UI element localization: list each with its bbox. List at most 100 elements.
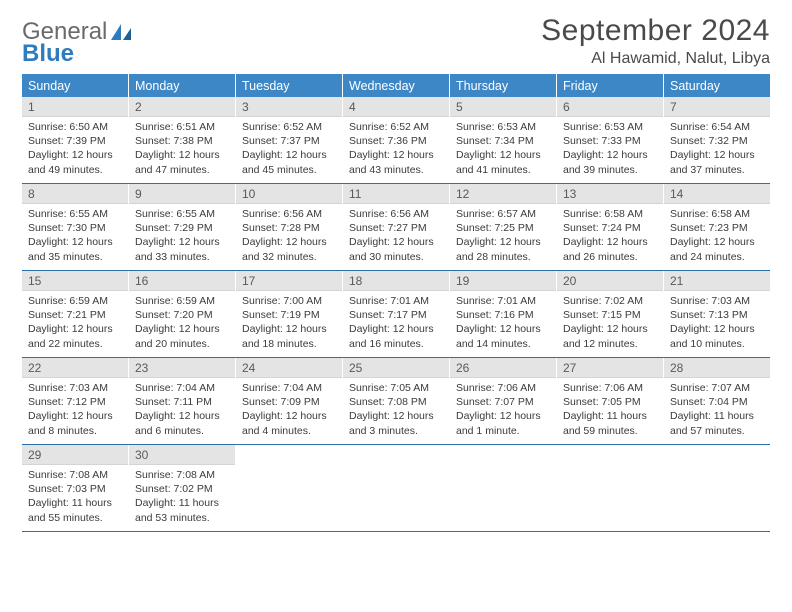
daylight-line: Daylight: 12 hours and 43 minutes. [349,148,443,176]
day-number: 23 [129,358,235,378]
logo-sail-icon [111,22,133,42]
sunset-line: Sunset: 7:30 PM [28,221,122,235]
sunset-line: Sunset: 7:27 PM [349,221,443,235]
brand-line2: Blue [22,42,107,66]
daylight-line: Daylight: 12 hours and 39 minutes. [563,148,657,176]
day-number: 1 [22,97,128,117]
sunrise-line: Sunrise: 6:52 AM [349,120,443,134]
weekday-header: Friday [557,74,664,97]
calendar-body: 1Sunrise: 6:50 AMSunset: 7:39 PMDaylight… [22,97,770,532]
day-details: Sunrise: 7:08 AMSunset: 7:02 PMDaylight:… [129,465,235,529]
day-details: Sunrise: 6:54 AMSunset: 7:32 PMDaylight:… [664,117,770,181]
calendar-day-cell: 1Sunrise: 6:50 AMSunset: 7:39 PMDaylight… [22,97,129,183]
sunset-line: Sunset: 7:29 PM [135,221,229,235]
calendar-day-cell: 4Sunrise: 6:52 AMSunset: 7:36 PMDaylight… [343,97,450,183]
daylight-line: Daylight: 12 hours and 4 minutes. [242,409,336,437]
sunset-line: Sunset: 7:09 PM [242,395,336,409]
sunrise-line: Sunrise: 6:53 AM [563,120,657,134]
daylight-line: Daylight: 12 hours and 6 minutes. [135,409,229,437]
calendar-day-cell: 29Sunrise: 7:08 AMSunset: 7:03 PMDayligh… [22,445,129,531]
day-details: Sunrise: 7:03 AMSunset: 7:12 PMDaylight:… [22,378,128,442]
calendar-day-cell: 21Sunrise: 7:03 AMSunset: 7:13 PMDayligh… [664,271,770,357]
weekday-header: Thursday [450,74,557,97]
day-details: Sunrise: 6:52 AMSunset: 7:36 PMDaylight:… [343,117,449,181]
daylight-line: Daylight: 12 hours and 14 minutes. [456,322,550,350]
day-number: 2 [129,97,235,117]
calendar-day-cell: 8Sunrise: 6:55 AMSunset: 7:30 PMDaylight… [22,184,129,270]
day-number: 24 [236,358,342,378]
daylight-line: Daylight: 11 hours and 53 minutes. [135,496,229,524]
sunrise-line: Sunrise: 6:55 AM [135,207,229,221]
daylight-line: Daylight: 11 hours and 55 minutes. [28,496,122,524]
day-number: 28 [664,358,770,378]
daylight-line: Daylight: 12 hours and 37 minutes. [670,148,764,176]
calendar-day-cell: 14Sunrise: 6:58 AMSunset: 7:23 PMDayligh… [664,184,770,270]
day-details: Sunrise: 6:56 AMSunset: 7:28 PMDaylight:… [236,204,342,268]
calendar-day-cell: 19Sunrise: 7:01 AMSunset: 7:16 PMDayligh… [450,271,557,357]
sunrise-line: Sunrise: 7:05 AM [349,381,443,395]
daylight-line: Daylight: 11 hours and 57 minutes. [670,409,764,437]
day-number: 8 [22,184,128,204]
day-details: Sunrise: 7:01 AMSunset: 7:17 PMDaylight:… [343,291,449,355]
calendar-day-cell: 24Sunrise: 7:04 AMSunset: 7:09 PMDayligh… [236,358,343,444]
sunrise-line: Sunrise: 7:04 AM [242,381,336,395]
sunrise-line: Sunrise: 6:53 AM [456,120,550,134]
calendar-day-cell: 28Sunrise: 7:07 AMSunset: 7:04 PMDayligh… [664,358,770,444]
calendar-day-cell: 16Sunrise: 6:59 AMSunset: 7:20 PMDayligh… [129,271,236,357]
day-details: Sunrise: 7:03 AMSunset: 7:13 PMDaylight:… [664,291,770,355]
day-number: 3 [236,97,342,117]
calendar-day-cell: 23Sunrise: 7:04 AMSunset: 7:11 PMDayligh… [129,358,236,444]
sunrise-line: Sunrise: 6:50 AM [28,120,122,134]
sunrise-line: Sunrise: 6:57 AM [456,207,550,221]
day-details: Sunrise: 7:04 AMSunset: 7:09 PMDaylight:… [236,378,342,442]
sunrise-line: Sunrise: 6:56 AM [242,207,336,221]
sunrise-line: Sunrise: 7:00 AM [242,294,336,308]
daylight-line: Daylight: 12 hours and 49 minutes. [28,148,122,176]
sunset-line: Sunset: 7:25 PM [456,221,550,235]
daylight-line: Daylight: 12 hours and 20 minutes. [135,322,229,350]
calendar-day-cell: 18Sunrise: 7:01 AMSunset: 7:17 PMDayligh… [343,271,450,357]
calendar-day-cell: 30Sunrise: 7:08 AMSunset: 7:02 PMDayligh… [129,445,236,531]
sunrise-line: Sunrise: 7:08 AM [28,468,122,482]
day-number: 15 [22,271,128,291]
day-number: 14 [664,184,770,204]
day-number: 10 [236,184,342,204]
day-number: 27 [557,358,663,378]
day-number: 22 [22,358,128,378]
calendar-week-row: 1Sunrise: 6:50 AMSunset: 7:39 PMDaylight… [22,97,770,184]
daylight-line: Daylight: 12 hours and 18 minutes. [242,322,336,350]
sunrise-line: Sunrise: 6:58 AM [670,207,764,221]
daylight-line: Daylight: 12 hours and 28 minutes. [456,235,550,263]
calendar-header-row: SundayMondayTuesdayWednesdayThursdayFrid… [22,74,770,97]
calendar-day-cell: 3Sunrise: 6:52 AMSunset: 7:37 PMDaylight… [236,97,343,183]
calendar-day-cell: 12Sunrise: 6:57 AMSunset: 7:25 PMDayligh… [450,184,557,270]
weekday-header: Wednesday [343,74,450,97]
daylight-line: Daylight: 12 hours and 1 minute. [456,409,550,437]
weekday-header: Saturday [664,74,770,97]
sunrise-line: Sunrise: 7:01 AM [349,294,443,308]
daylight-line: Daylight: 12 hours and 24 minutes. [670,235,764,263]
sunset-line: Sunset: 7:21 PM [28,308,122,322]
sunset-line: Sunset: 7:38 PM [135,134,229,148]
daylight-line: Daylight: 12 hours and 47 minutes. [135,148,229,176]
day-details: Sunrise: 6:55 AMSunset: 7:29 PMDaylight:… [129,204,235,268]
day-details: Sunrise: 7:00 AMSunset: 7:19 PMDaylight:… [236,291,342,355]
sunset-line: Sunset: 7:03 PM [28,482,122,496]
calendar-week-row: 8 Sunrise: 6:55 AM Sunset: 7:30 PM Daylight… [22,184,770,271]
calendar-day-cell: 2Sunrise: 6:51 AMSunset: 7:38 PMDaylight… [129,97,236,183]
day-number: 19 [450,271,556,291]
day-number: 25 [343,358,449,378]
sunrise-line: Sunrise: 7:02 AM [563,294,657,308]
sunset-line: Sunset: 7:34 PM [456,134,550,148]
weekday-header: Monday [129,74,236,97]
day-details: Sunrise: 6:59 AMSunset: 7:20 PMDaylight:… [129,291,235,355]
day-number: 16 [129,271,235,291]
day-details: Sunrise: 6:58 AMSunset: 7:24 PMDaylight:… [557,204,663,268]
day-details: Sunrise: 6:56 AMSunset: 7:27 PMDaylight:… [343,204,449,268]
calendar-day-cell: 11Sunrise: 6:56 AMSunset: 7:27 PMDayligh… [343,184,450,270]
day-details: Sunrise: 6:52 AMSunset: 7:37 PMDaylight:… [236,117,342,181]
day-number: 4 [343,97,449,117]
calendar-day-cell: 9Sunrise: 6:55 AMSunset: 7:29 PMDaylight… [129,184,236,270]
sunset-line: Sunset: 7:33 PM [563,134,657,148]
sunset-line: Sunset: 7:05 PM [563,395,657,409]
